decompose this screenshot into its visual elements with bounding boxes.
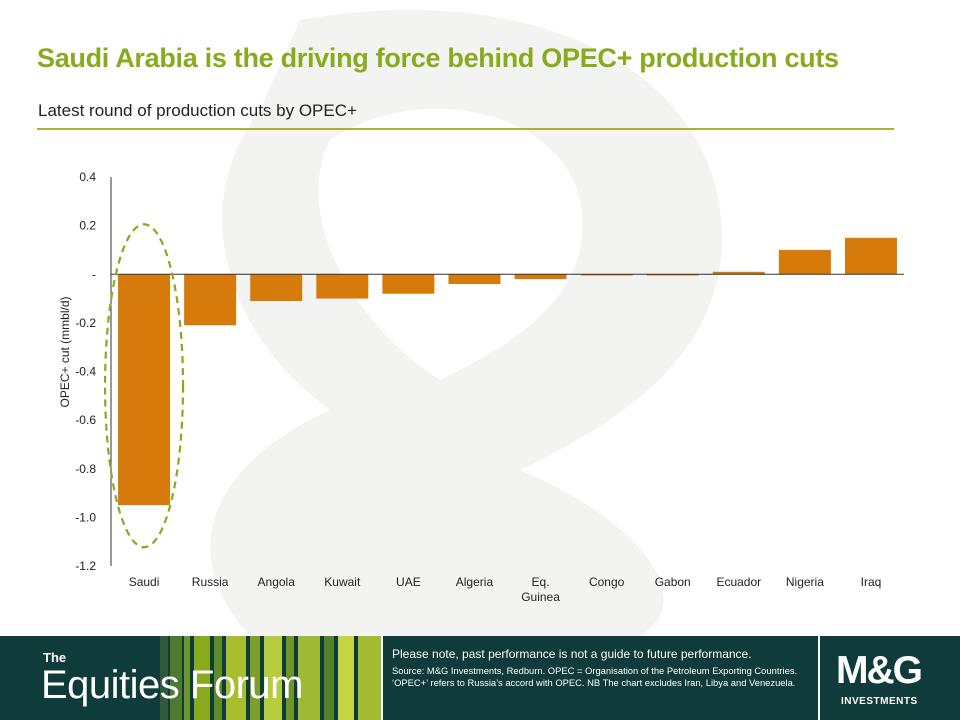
footer-banner: The Equities Forum Please note, past per… xyxy=(0,636,960,720)
bar-russia xyxy=(184,274,237,326)
x-tick-label: Russia xyxy=(192,575,229,589)
brand-prefix: The xyxy=(43,650,67,665)
x-tick-label: Saudi xyxy=(129,575,160,589)
bar-ecuador xyxy=(712,271,765,275)
x-tick-label: Nigeria xyxy=(786,575,824,589)
y-tick-label: -0.6 xyxy=(75,413,96,427)
x-tick-label: Gabon xyxy=(655,575,691,589)
y-tick-label: -1.2 xyxy=(75,559,96,573)
bar-gabon xyxy=(646,274,699,276)
y-tick-label: -0.8 xyxy=(75,462,96,476)
page-title: Saudi Arabia is the driving force behind… xyxy=(37,43,839,73)
disclaimer-text: Please note, past performance is not a g… xyxy=(392,647,752,661)
x-tick-label: Congo xyxy=(589,575,625,589)
mg-logo: M&G xyxy=(836,649,923,692)
y-tick-label: -0.2 xyxy=(75,316,96,330)
x-tick-label: Algeria xyxy=(456,575,494,589)
bar-nigeria xyxy=(778,249,831,275)
x-tick-label: Ecuador xyxy=(716,575,761,589)
bar-saudi xyxy=(118,274,171,506)
brand-name: Equities Forum xyxy=(41,663,303,707)
footer-stripes xyxy=(160,636,382,720)
x-tick-label: Iraq xyxy=(861,575,882,589)
title-divider xyxy=(37,128,894,130)
bar-uae xyxy=(382,274,435,294)
x-tick-label: Angola xyxy=(258,575,296,589)
x-tick-label: Kuwait xyxy=(324,575,361,589)
background-watermark xyxy=(210,9,722,636)
chart-subtitle: Latest round of production cuts by OPEC+ xyxy=(38,101,357,120)
x-tick-label: Eq. Guinea xyxy=(521,575,560,604)
y-tick-label: - xyxy=(92,267,96,281)
y-tick-label: 0.2 xyxy=(79,219,96,233)
bar-eq-guinea xyxy=(514,274,567,280)
footer-divider xyxy=(818,636,820,720)
bar-algeria xyxy=(448,274,501,284)
footer-divider xyxy=(381,636,383,720)
y-axis-label: OPEC+ cut (mmbl/d) xyxy=(58,296,72,407)
highlight-ellipse xyxy=(103,223,185,549)
bar-congo xyxy=(580,274,633,276)
bar-kuwait xyxy=(316,274,369,299)
y-tick-label: -1.0 xyxy=(75,510,96,524)
y-tick-label: 0.4 xyxy=(79,170,96,184)
bar-chart: 0.4 0.2 - -0.2 -0.4 -0.6 -0.8 -1.0 -1.2 OPEC+ cut… xyxy=(58,170,904,604)
source-note: Source: M&G Investments, Redburn. OPEC =… xyxy=(392,665,798,688)
y-tick-label: -0.4 xyxy=(75,365,96,379)
bar-iraq xyxy=(844,237,897,275)
mg-logo-subtitle: INVESTMENTS xyxy=(841,696,918,707)
x-tick-label: UAE xyxy=(396,575,421,589)
bar-angola xyxy=(250,274,303,301)
